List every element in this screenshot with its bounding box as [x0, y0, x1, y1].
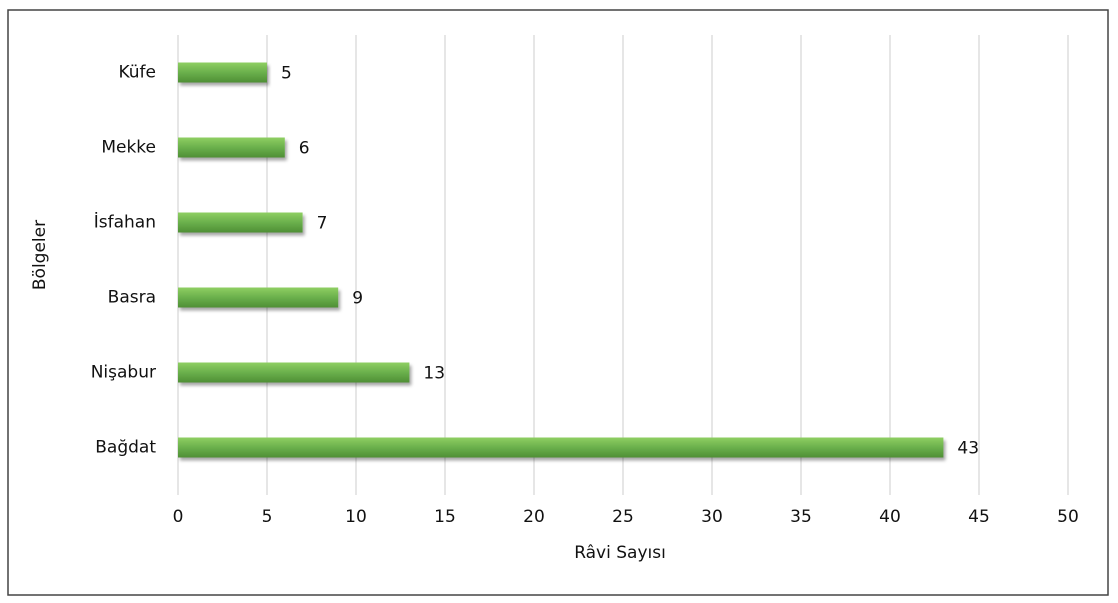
- data-label: 5: [281, 64, 292, 84]
- y-tick-label: Basra: [108, 288, 156, 308]
- bar: [178, 212, 303, 233]
- bar: [178, 137, 285, 158]
- bar: [178, 362, 410, 383]
- data-label: 13: [423, 364, 445, 384]
- y-tick-label: Küfe: [118, 63, 156, 83]
- data-label: 43: [957, 439, 979, 459]
- y-axis-label: Bölgeler: [30, 220, 50, 290]
- y-tick-label: Nişabur: [91, 363, 156, 383]
- y-tick-label: İsfahan: [94, 212, 156, 233]
- x-tick-label: 25: [612, 507, 634, 527]
- x-tick-label: 20: [523, 507, 545, 527]
- x-tick-label: 15: [434, 507, 456, 527]
- x-tick-label: 50: [1057, 507, 1079, 527]
- data-label: 9: [352, 289, 363, 309]
- x-tick-label: 0: [173, 507, 184, 527]
- data-label: 6: [299, 139, 310, 159]
- bar: [178, 437, 944, 458]
- x-tick-label: 35: [790, 507, 812, 527]
- x-tick-label: 10: [345, 507, 367, 527]
- bar: [178, 62, 267, 83]
- bar: [178, 287, 339, 308]
- y-tick-label: Bağdat: [95, 438, 156, 458]
- x-tick-label: 5: [262, 507, 273, 527]
- x-tick-label: 45: [968, 507, 990, 527]
- x-axis-label: Râvi Sayısı: [574, 543, 666, 563]
- y-tick-label: Mekke: [101, 138, 156, 158]
- data-label: 7: [317, 214, 328, 234]
- x-tick-label: 40: [879, 507, 901, 527]
- x-tick-label: 30: [701, 507, 723, 527]
